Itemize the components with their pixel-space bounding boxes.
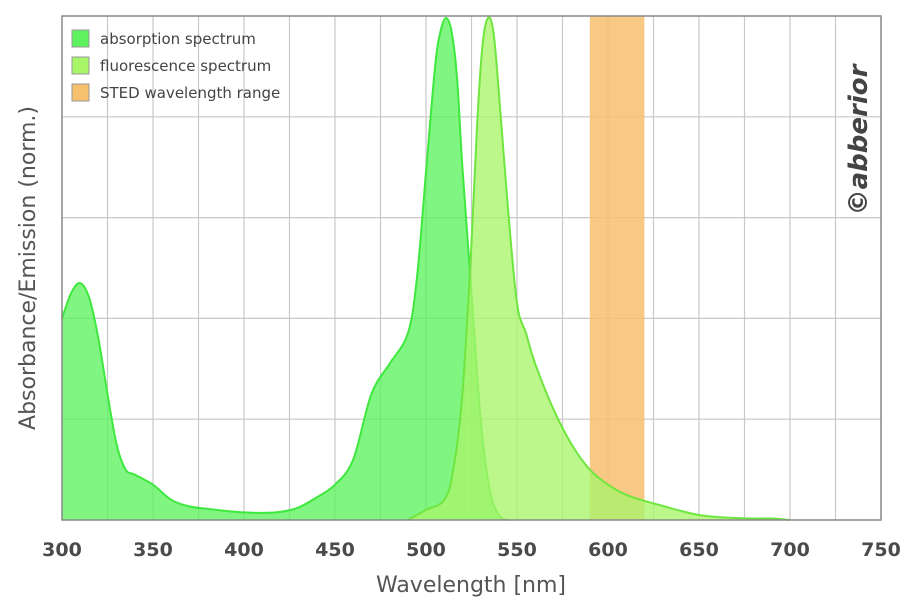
x-tick-label: 600 (588, 539, 628, 561)
x-tick-label: 550 (497, 539, 537, 561)
legend-swatch (71, 29, 90, 48)
legend: absorption spectrum fluorescence spectrum… (71, 29, 280, 102)
brand-watermark: ©abberior (844, 62, 874, 215)
plot-frame (61, 15, 882, 521)
x-tick-label: 750 (861, 539, 901, 561)
x-tick-label: 300 (42, 539, 82, 561)
absorption-spectrum-line (61, 16, 509, 521)
x-tick-label: 700 (770, 539, 810, 561)
legend-swatch (71, 56, 90, 75)
fluorescence-spectrum-line (407, 16, 791, 521)
x-axis-title: Wavelength [nm] (376, 573, 566, 598)
x-tick-label: 400 (224, 539, 264, 561)
fluorescence-spectrum-area (407, 17, 790, 520)
x-tick-label: 650 (679, 539, 719, 561)
x-tick-label: 450 (315, 539, 355, 561)
legend-label: absorption spectrum (100, 30, 256, 48)
legend-label: fluorescence spectrum (100, 57, 271, 75)
legend-swatch (71, 83, 90, 102)
y-axis-title: Absorbance/Emission (norm.) (16, 106, 41, 430)
sted-wavelength-band (589, 16, 645, 520)
series-layer (61, 16, 791, 521)
legend-label: STED wavelength range (100, 84, 280, 102)
x-tick-label: 500 (406, 539, 446, 561)
absorption-spectrum-area (62, 18, 508, 520)
sted-layer (589, 16, 645, 520)
x-tick-labels: 300 350 400 450 500 550 600 650 700 750 (42, 539, 901, 561)
x-tick-label: 350 (133, 539, 173, 561)
